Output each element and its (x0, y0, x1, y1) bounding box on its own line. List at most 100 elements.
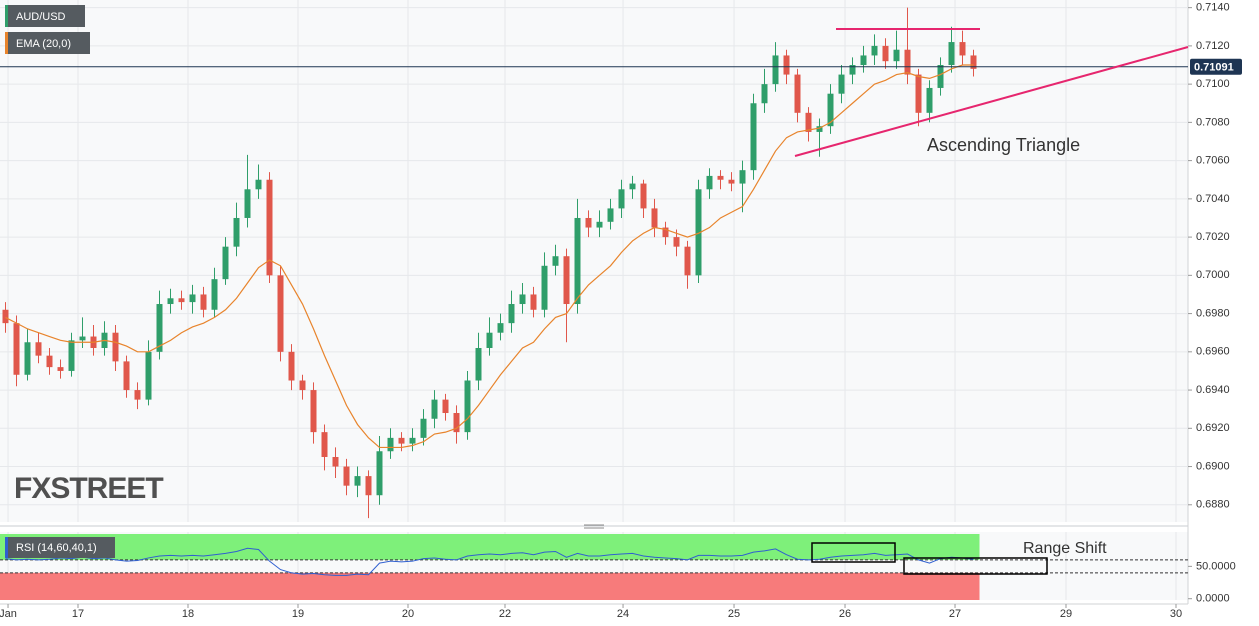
candle-body (332, 456, 339, 467)
candle-body (288, 351, 295, 381)
candle-body (728, 179, 735, 184)
y-tick-label: 0.0000 (1196, 593, 1230, 605)
candle-body (739, 170, 746, 184)
candle-body (838, 74, 845, 94)
candle-body (706, 175, 713, 190)
candle-body (717, 175, 724, 180)
candle-body (464, 380, 471, 433)
candle-body (2, 309, 9, 324)
candle-body (508, 304, 515, 324)
x-tick-label: Jan (0, 608, 17, 620)
y-tick-label: 0.7140 (1196, 2, 1230, 14)
candle-body (629, 183, 636, 190)
candle-body (46, 355, 53, 368)
support-line (794, 46, 1189, 157)
pattern-annotation: Ascending Triangle (927, 135, 1080, 155)
candle-body (827, 93, 834, 127)
candle-body (794, 74, 801, 113)
range-annotation: Range Shift (1023, 540, 1107, 557)
candle-body (849, 65, 856, 75)
x-tick-label: 22 (499, 608, 511, 620)
candle-body (398, 437, 405, 444)
candle-body (420, 418, 427, 438)
ema-line (5, 64, 974, 449)
watermark: FXSTREET (14, 472, 163, 505)
candle-body (277, 275, 284, 352)
candle-body (134, 390, 141, 400)
candle-body (24, 342, 31, 375)
candle-body (178, 298, 185, 303)
candle-body (343, 466, 350, 486)
last-price-label: 0.71091 (1194, 62, 1234, 74)
plot-layer: Jan 17 18 19 20 22 24 25 26 27 29 30 0.7140 0.7120 0.7… (0, 0, 1242, 620)
candle-body (772, 55, 779, 85)
candle-body (673, 237, 680, 247)
candle-body (266, 179, 273, 276)
x-tick-label: 17 (72, 608, 84, 620)
y-tick-label: 50.0000 (1196, 560, 1236, 572)
candle-body (893, 49, 900, 62)
candle-body (684, 246, 691, 276)
candle-body (167, 298, 174, 305)
y-tick-label: 0.6880 (1196, 499, 1230, 511)
candle-body (475, 348, 482, 381)
candle-body (761, 84, 768, 104)
legend-swatch (5, 537, 8, 558)
y-tick-label: 0.7020 (1196, 231, 1230, 243)
candle-body (189, 294, 196, 303)
candle-body (783, 55, 790, 75)
candle-body (387, 437, 394, 452)
candle-body (750, 103, 757, 171)
candle-body (563, 256, 570, 305)
y-tick-label: 0.6980 (1196, 307, 1230, 319)
legend-box (5, 5, 85, 27)
candle-body (926, 87, 933, 113)
x-tick-label: 24 (617, 608, 629, 620)
x-tick-label: 20 (402, 608, 414, 620)
last-price-box (1190, 58, 1242, 75)
y-tick-label: 0.6900 (1196, 460, 1230, 472)
candle-body (442, 399, 449, 414)
candle-body (244, 189, 251, 218)
candle-body (552, 256, 559, 266)
candle-body (519, 294, 526, 305)
range-box (903, 557, 1048, 575)
upper-band (0, 534, 980, 560)
legend-swatch (5, 32, 8, 54)
y-tick-label: 0.7040 (1196, 193, 1230, 205)
candle-body (486, 332, 493, 348)
candle-body (255, 179, 262, 190)
candle-body (497, 323, 504, 333)
legend-swatch (5, 5, 8, 27)
x-tick-label: 25 (728, 608, 740, 620)
candle-body (618, 189, 625, 209)
candle-body (222, 246, 229, 280)
candle-body (596, 221, 603, 228)
x-tick-label: 26 (839, 608, 851, 620)
candle-body (871, 45, 878, 56)
y-tick-label: 0.7120 (1196, 40, 1230, 52)
candle-body (409, 437, 416, 444)
legend-entry: RSI (14,60,40,1) (16, 542, 97, 554)
lower-band (0, 572, 980, 600)
candle-body (321, 432, 328, 457)
candle-body (816, 126, 823, 132)
x-tick-label: 30 (1170, 608, 1182, 620)
y-tick-label: 0.6960 (1196, 346, 1230, 358)
candle-body (574, 217, 581, 305)
range-box (811, 542, 896, 563)
candle-body (970, 55, 977, 69)
candle-body (431, 399, 438, 419)
y-tick-label: 0.7000 (1196, 269, 1230, 281)
x-tick-label: 19 (292, 608, 304, 620)
candle-body (585, 217, 592, 228)
candle-body (948, 42, 955, 66)
y-tick-label: 0.6920 (1196, 422, 1230, 434)
y-tick-label: 0.6940 (1196, 384, 1230, 396)
legend-title: AUD/USD (16, 11, 66, 23)
x-tick-label: 27 (949, 608, 961, 620)
y-tick-label: 0.7100 (1196, 78, 1230, 90)
candle-body (662, 227, 669, 238)
candle-body (299, 380, 306, 391)
